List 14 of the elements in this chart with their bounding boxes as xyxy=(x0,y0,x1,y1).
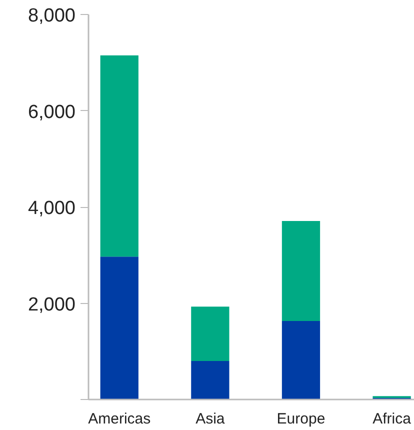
x-tick-label: Americas xyxy=(88,410,151,428)
y-tick-label: 2,000 xyxy=(28,294,76,316)
bar xyxy=(282,220,320,322)
x-tick-label: Europe xyxy=(276,410,326,428)
bar xyxy=(191,306,230,361)
y-tick-label: 6,000 xyxy=(28,102,76,123)
y-tick-label: 8,000 xyxy=(28,6,76,26)
bar xyxy=(191,361,230,400)
y-tick-label: 4,000 xyxy=(28,198,76,219)
bar xyxy=(100,55,138,257)
bar xyxy=(100,256,138,400)
x-tick-label: Asia xyxy=(196,410,226,428)
x-tick-label: Africa xyxy=(372,410,412,428)
bar xyxy=(282,321,320,400)
